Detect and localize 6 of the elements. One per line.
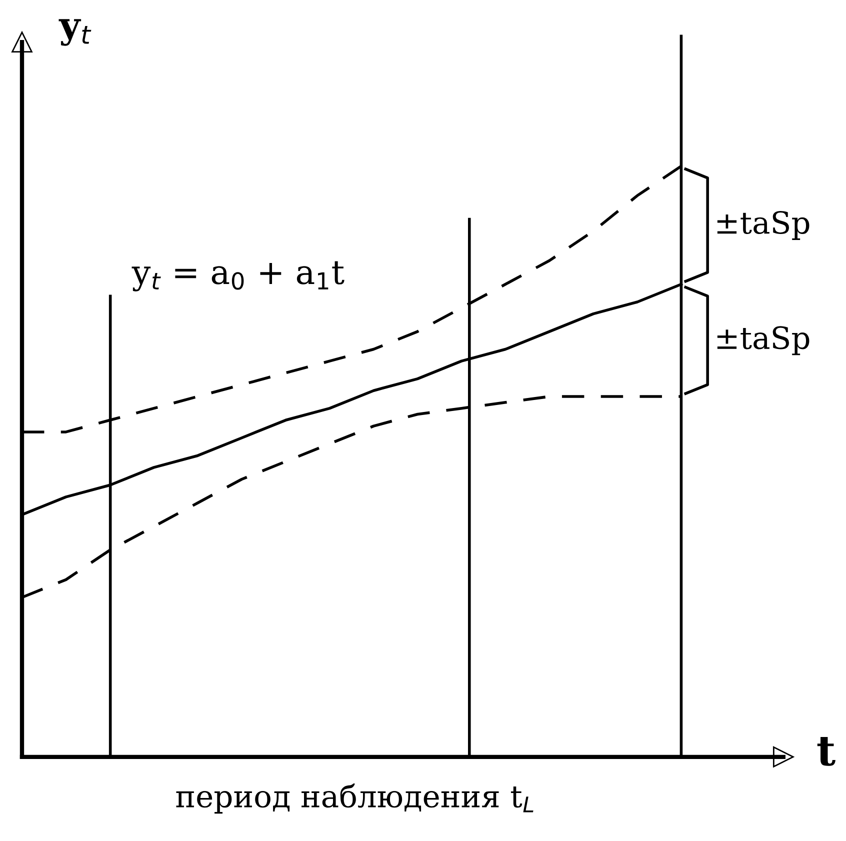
text: период наблюдения t$_{L}$ <box>176 784 534 814</box>
annotation: y$_{t}$ = a$_{0}$ + a$_{1}$t <box>132 261 344 292</box>
y-axis-title: y$_{t}$ <box>58 19 92 46</box>
x-axis-title: t <box>817 736 836 766</box>
text: ±taSp <box>717 326 810 356</box>
text: ±taSp <box>717 210 810 240</box>
